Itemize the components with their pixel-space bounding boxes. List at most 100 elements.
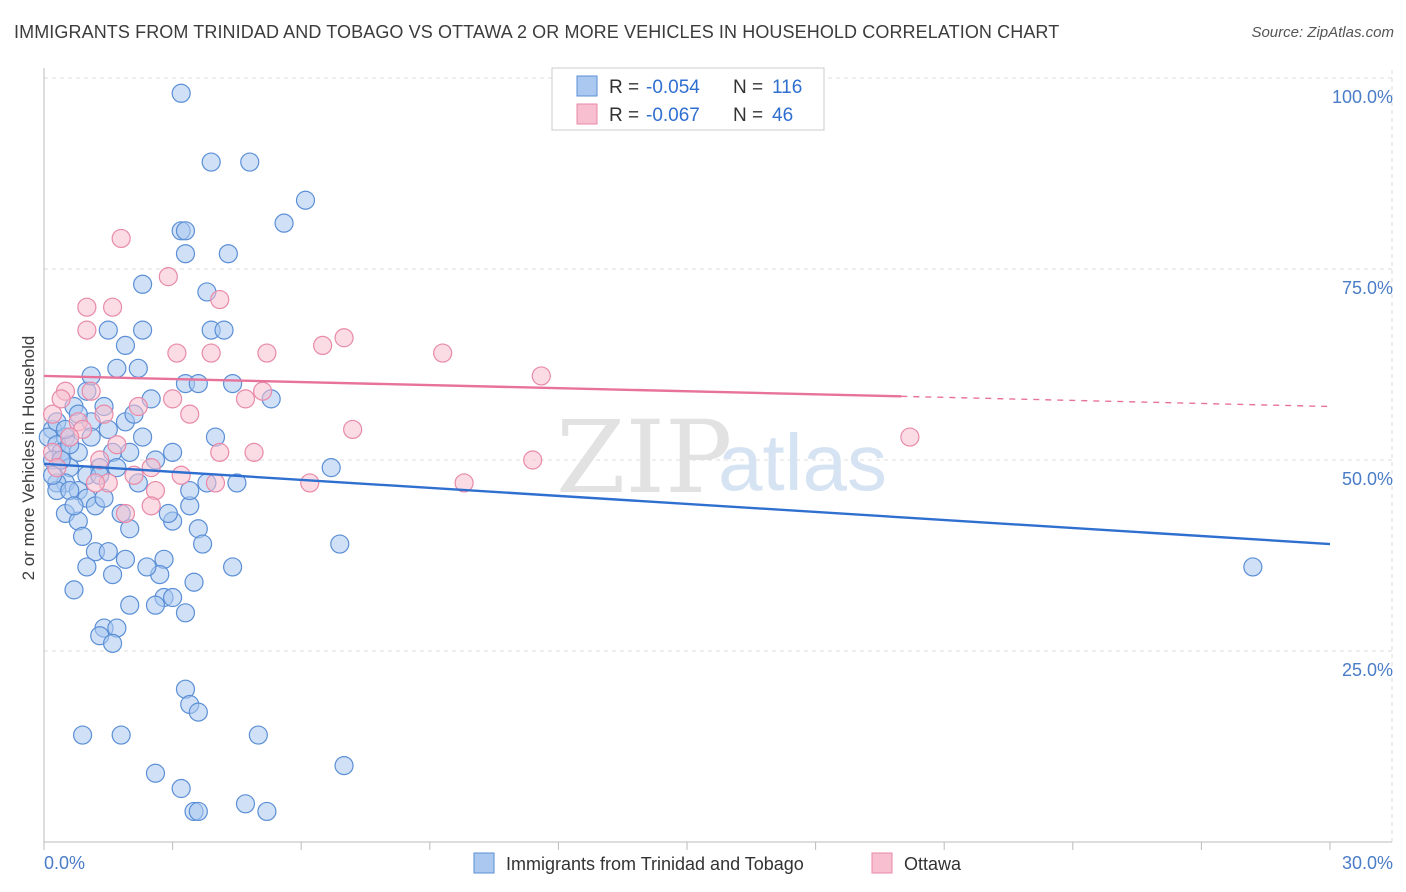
x-tick-label-min: 0.0% [44,853,85,873]
legend-swatch-blue [576,75,598,97]
scatter-point [115,335,136,355]
scatter-point [102,564,123,585]
scatter-point [188,801,208,822]
scatter-point [132,274,153,294]
scatter-point [180,480,200,501]
scatter-point [531,366,551,386]
scatter-point [42,404,63,424]
scatter-point [171,83,191,103]
pink-trend-line [43,374,902,398]
scatter-point [900,427,920,447]
scatter-point [107,358,127,378]
scatter-point [184,572,204,592]
scatter-point [51,389,71,409]
scatter-point [175,221,196,241]
scatter-point [72,526,93,547]
y-tick-label: 50.0% [1342,469,1393,489]
scatter-point [171,465,191,485]
scatter-point [214,320,234,340]
scatter-point [77,557,97,577]
y-tick-label: 100.0% [1332,87,1393,107]
scatter-point [295,190,316,210]
scatter-point [334,328,354,348]
scatter-point [145,595,166,615]
scatter-point [141,458,161,478]
scatter-point [523,450,543,470]
scatter-point [81,381,101,401]
scatter-point [188,702,208,722]
scatter-point [102,297,123,317]
scatter-point [210,442,230,462]
pink-trend-extension [901,395,1331,408]
scatter-point [115,503,136,524]
scatter-point [163,587,183,608]
scatter-point [244,442,264,462]
scatter-point [64,580,84,600]
source-label: Source: ZipAtlas.com [1251,24,1394,41]
scatter-point [257,801,277,822]
scatter-point [201,152,221,172]
scatter-point [175,244,196,264]
scatter-point [454,473,474,493]
blue-trend-line [43,462,1331,546]
scatter-point [240,152,260,172]
scatter-point [223,557,243,577]
legend: R = -0.054 N = 116 R = -0.067 N = 46 [551,67,825,131]
scatter-point [321,458,341,478]
bottom-legend-label: Immigrants from Trinidad and Tobago [506,854,804,874]
scatter-point [128,396,148,417]
scatter-point [253,381,273,401]
scatter-point [330,534,350,554]
scatter-point [158,503,178,524]
legend-n-label: N = [733,105,763,126]
scatter-point [180,404,200,424]
scatter-point [274,213,294,233]
y-tick-labels: 25.0% 50.0% 75.0% 100.0% [1332,87,1393,680]
scatter-point [223,374,243,394]
scatter-point [90,450,110,470]
scatter-point [111,228,131,249]
y-tick-label: 25.0% [1342,660,1393,680]
legend-n-value: 46 [772,105,793,126]
scatter-point [163,442,183,462]
scatter-point [334,755,354,776]
y-axis-label: 2 or more Vehicles in Household [19,336,38,581]
legend-swatch-pink [576,103,598,125]
scatter-point [85,473,106,493]
scatter-point [60,427,80,447]
scatter-point [171,778,191,799]
scatter-point [433,343,453,363]
series-pink-points [42,228,920,524]
scatter-point [188,374,208,394]
scatter-point [248,725,268,745]
x-tick-labels: 0.0% 30.0% [44,853,1393,873]
scatter-point [137,557,157,577]
bottom-legend: Immigrants from Trinidad and Tobago Ottaw… [473,852,962,874]
scatter-point [64,496,84,516]
scatter-point [257,343,277,363]
scatter-point [201,343,221,363]
scatter-point [227,473,247,493]
scatter-point [163,389,183,409]
watermark-atlas: atlas [718,418,887,507]
legend-n-value: 116 [772,77,802,98]
scatter-point [107,435,127,455]
scatter-point [72,725,93,745]
scatter-point [115,549,136,569]
scatter-point [300,473,320,493]
bottom-legend-swatch-blue [473,852,495,874]
watermark: ZIP atlas [556,399,887,516]
scatter-point [132,427,153,447]
scatter-point [98,542,118,562]
scatter-point [235,794,256,814]
scatter-point [94,404,114,424]
legend-n-label: N = [733,77,763,98]
scatter-point [175,603,196,623]
scatter-point [128,358,148,378]
scatter-point [1243,557,1263,577]
scatter-point [193,534,213,554]
scatter-point [102,633,123,653]
legend-r-value: -0.054 [646,77,700,98]
grid-lines [44,70,1393,842]
